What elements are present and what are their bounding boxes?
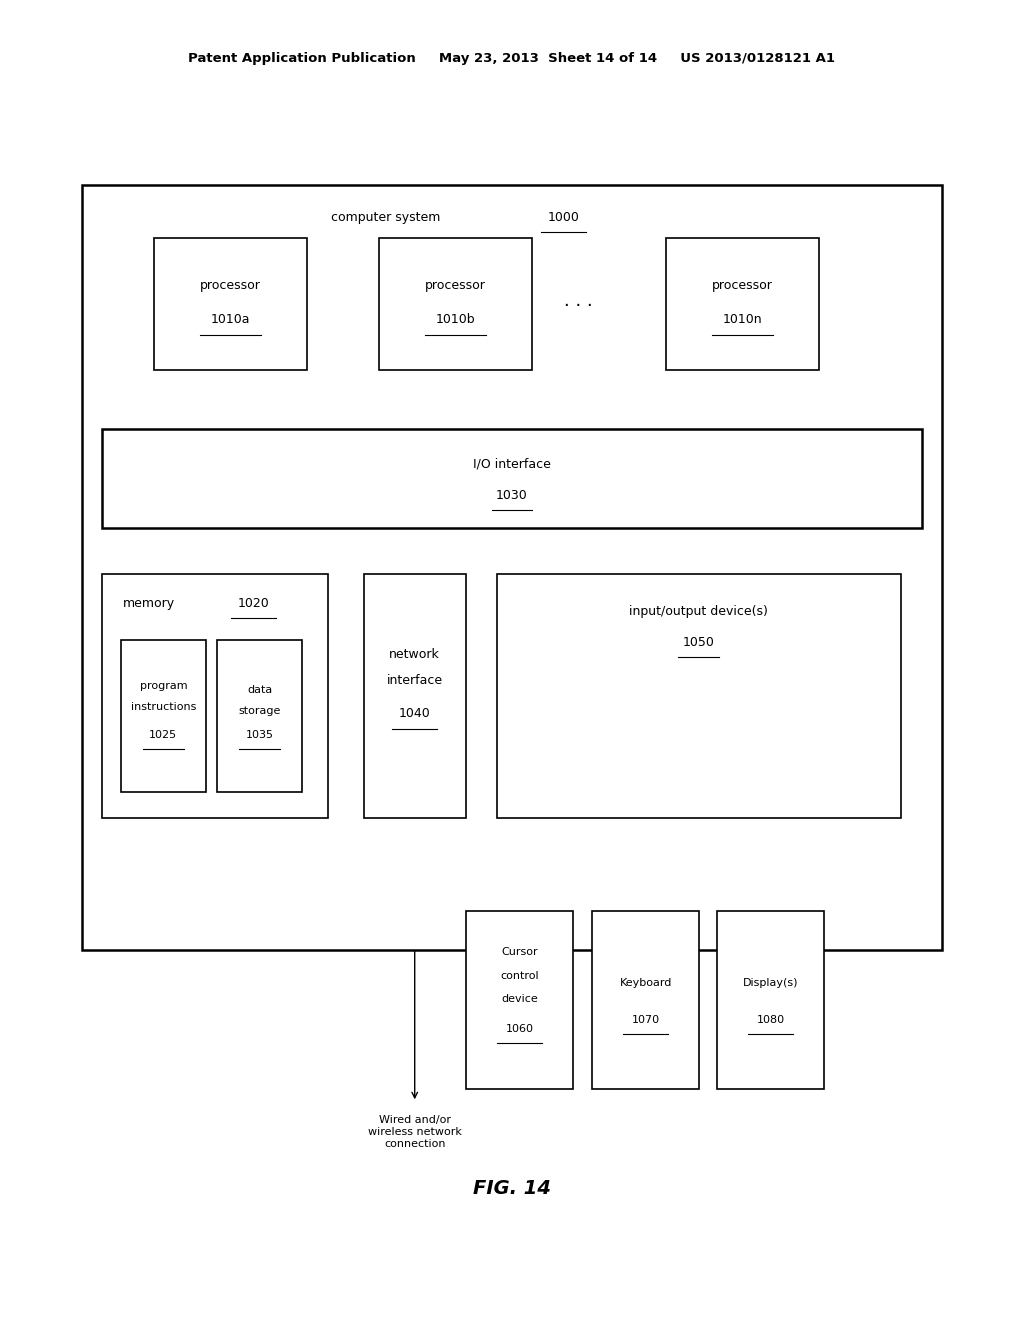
FancyBboxPatch shape xyxy=(497,574,901,818)
FancyBboxPatch shape xyxy=(102,574,328,818)
FancyBboxPatch shape xyxy=(102,429,922,528)
Text: 1030: 1030 xyxy=(496,490,528,502)
FancyBboxPatch shape xyxy=(121,640,206,792)
FancyBboxPatch shape xyxy=(364,574,466,818)
FancyBboxPatch shape xyxy=(154,238,307,370)
Text: 1010n: 1010n xyxy=(723,313,762,326)
Text: device: device xyxy=(502,994,538,1003)
Text: 1070: 1070 xyxy=(632,1015,659,1024)
Text: 1010a: 1010a xyxy=(211,313,250,326)
Text: processor: processor xyxy=(425,279,486,292)
Text: processor: processor xyxy=(200,279,261,292)
Text: FIG. 14: FIG. 14 xyxy=(473,1179,551,1197)
FancyBboxPatch shape xyxy=(717,911,824,1089)
FancyBboxPatch shape xyxy=(82,185,942,950)
FancyBboxPatch shape xyxy=(592,911,699,1089)
Text: storage: storage xyxy=(239,706,281,715)
Text: processor: processor xyxy=(712,279,773,292)
Text: control: control xyxy=(501,972,539,981)
Text: 1035: 1035 xyxy=(246,730,273,739)
Text: 1025: 1025 xyxy=(150,730,177,739)
Text: 1080: 1080 xyxy=(757,1015,784,1024)
FancyBboxPatch shape xyxy=(666,238,819,370)
Text: interface: interface xyxy=(387,675,442,686)
Text: 1000: 1000 xyxy=(547,211,580,224)
Text: 1020: 1020 xyxy=(238,597,270,610)
Text: 1050: 1050 xyxy=(683,636,715,649)
Text: data: data xyxy=(247,685,272,694)
FancyBboxPatch shape xyxy=(217,640,302,792)
Text: Display(s): Display(s) xyxy=(742,978,799,987)
Text: computer system: computer system xyxy=(331,211,440,224)
Text: Keyboard: Keyboard xyxy=(620,978,672,987)
Text: 1060: 1060 xyxy=(506,1024,534,1034)
Text: Cursor: Cursor xyxy=(502,948,538,957)
Text: network: network xyxy=(389,648,440,660)
Text: 1010b: 1010b xyxy=(436,313,475,326)
FancyBboxPatch shape xyxy=(466,911,573,1089)
FancyBboxPatch shape xyxy=(379,238,532,370)
Text: input/output device(s): input/output device(s) xyxy=(630,605,768,618)
Text: 1040: 1040 xyxy=(398,708,431,719)
Text: . . .: . . . xyxy=(564,292,593,310)
Text: memory: memory xyxy=(123,597,174,610)
Text: Patent Application Publication     May 23, 2013  Sheet 14 of 14     US 2013/0128: Patent Application Publication May 23, 2… xyxy=(188,51,836,65)
Text: instructions: instructions xyxy=(131,702,196,711)
Text: I/O interface: I/O interface xyxy=(473,458,551,470)
Text: program: program xyxy=(139,681,187,690)
Text: Wired and/or
wireless network
connection: Wired and/or wireless network connection xyxy=(368,1115,462,1148)
